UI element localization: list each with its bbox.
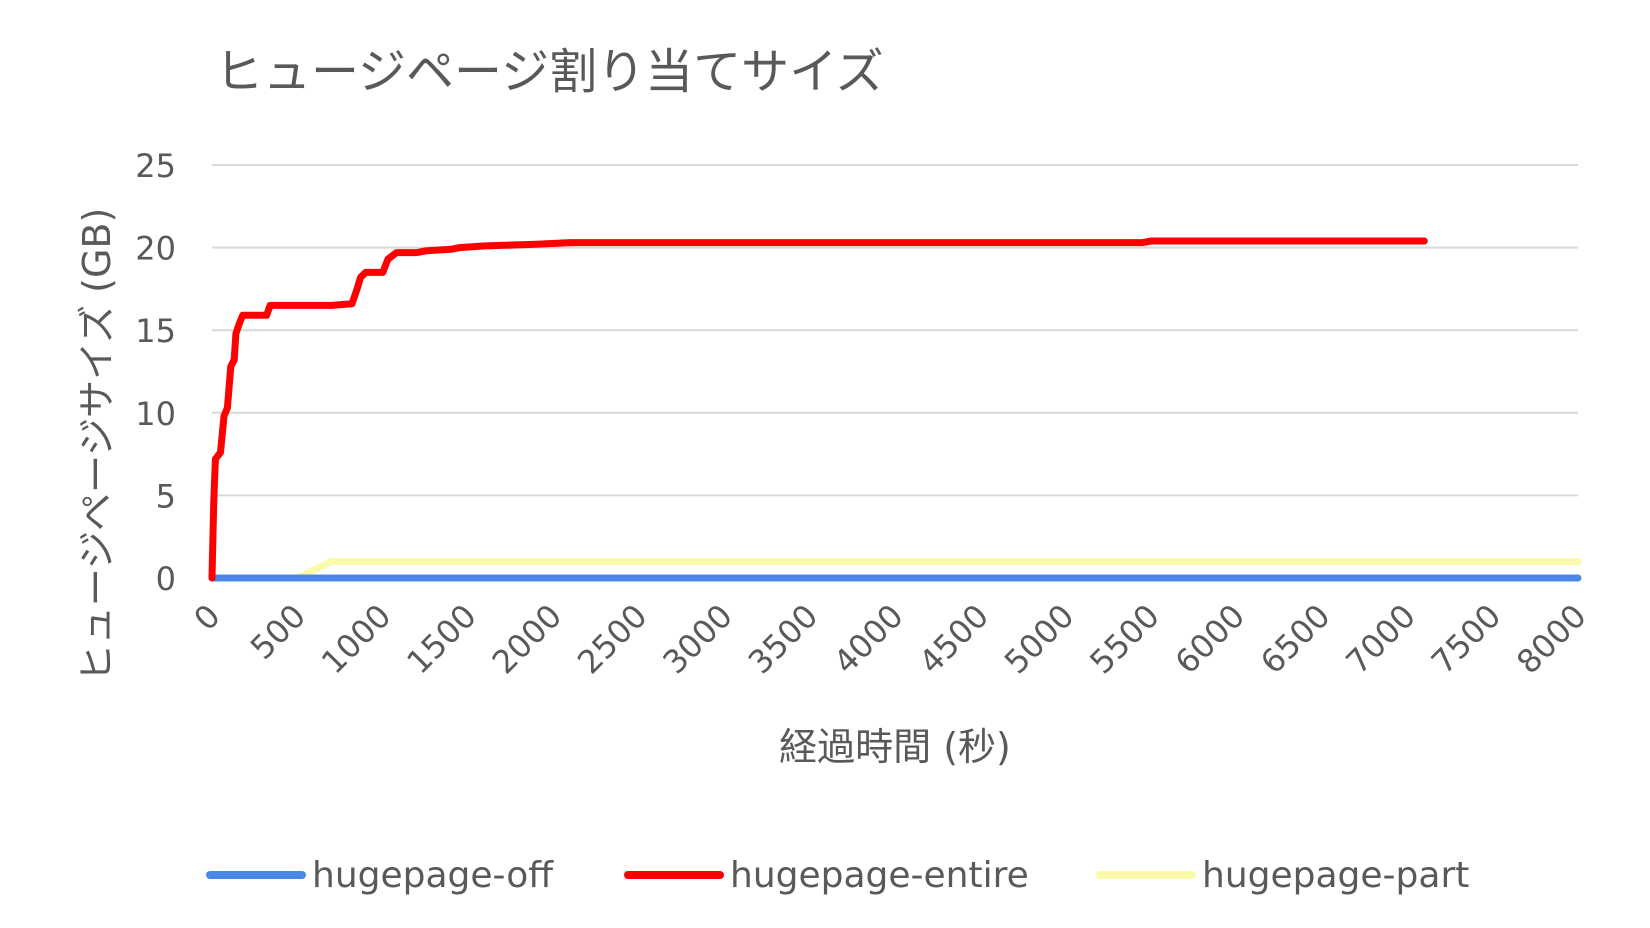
y-tick-label: 15 <box>135 312 176 350</box>
x-tick-label: 7500 <box>1424 597 1508 681</box>
x-tick-label: 1500 <box>399 597 483 681</box>
x-axis-ticks: 0 500 1000 1500 2000 2500 3000 3500 4000 4500 5000… <box>186 597 1593 681</box>
y-tick-label: 5 <box>156 477 176 515</box>
x-tick-label: 3000 <box>655 597 739 681</box>
y-tick-label: 0 <box>156 560 176 598</box>
chart-title: ヒュージページ割り当てサイズ <box>215 44 884 100</box>
x-tick-label: 4000 <box>826 597 910 681</box>
x-axis-title: 経過時間 (秒) <box>779 725 1011 769</box>
x-tick-label: 0 <box>186 597 227 638</box>
x-tick-label: 2500 <box>570 597 654 681</box>
legend-item-hugepage-part: hugepage-part <box>1096 855 1469 896</box>
x-tick-label: 1000 <box>314 597 398 681</box>
x-tick-label: 7000 <box>1338 597 1422 681</box>
x-tick-label: 3500 <box>741 597 825 681</box>
x-tick-label: 8000 <box>1509 597 1593 681</box>
y-tick-label: 20 <box>135 230 176 268</box>
legend-item-hugepage-off: hugepage-off <box>206 855 554 896</box>
x-tick-label: 500 <box>243 597 313 667</box>
legend-label: hugepage-entire <box>730 855 1029 896</box>
series-lines <box>208 237 1582 582</box>
x-tick-label: 6500 <box>1253 597 1337 681</box>
x-tick-label: 6000 <box>1168 597 1252 681</box>
y-axis-title: ヒュージページサイズ (GB) <box>75 208 119 683</box>
legend: hugepage-off hugepage-entire hugepage-part <box>206 855 1469 896</box>
x-tick-label: 4500 <box>912 597 996 681</box>
series-line-hugepage-entire <box>208 237 1428 582</box>
grid <box>212 164 1578 579</box>
y-axis-ticks: 0 5 10 15 20 25 <box>135 147 176 598</box>
legend-label: hugepage-part <box>1202 855 1469 896</box>
x-tick-label: 5500 <box>1082 597 1166 681</box>
legend-item-hugepage-entire: hugepage-entire <box>624 855 1029 896</box>
x-tick-label: 2000 <box>485 597 569 681</box>
y-tick-label: 10 <box>135 395 176 433</box>
legend-label: hugepage-off <box>312 855 554 896</box>
y-tick-label: 25 <box>135 147 176 185</box>
x-tick-label: 5000 <box>997 597 1081 681</box>
